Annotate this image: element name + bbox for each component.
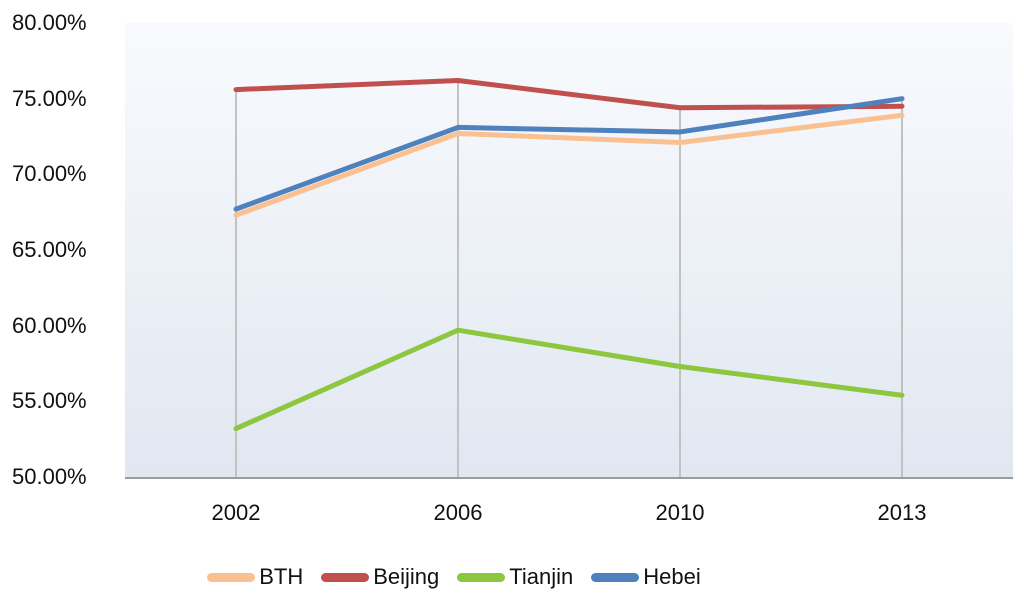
bth-line-swatch-icon: [207, 572, 256, 582]
x-tick-label: 2002: [211, 500, 261, 525]
x-tick-label: 2013: [877, 500, 927, 525]
tianjin-line-swatch-icon: [457, 572, 506, 582]
hebei-line-swatch-icon: [591, 572, 640, 582]
legend-label-beijing: Beijing: [373, 564, 440, 589]
y-tick-label: 60.00%: [12, 312, 87, 338]
legend: BTH Beijing Tianjin Hebei: [0, 558, 966, 596]
x-tick-label: 2006: [433, 500, 483, 525]
legend-item-beijing: Beijing: [321, 562, 439, 592]
legend-label-hebei: Hebei: [643, 564, 701, 589]
legend-label-bth: BTH: [259, 564, 304, 589]
y-tick-label: 55.00%: [12, 388, 87, 414]
legend-item-tianjin: Tianjin: [457, 562, 573, 592]
beijing-line-swatch-icon: [321, 572, 370, 582]
line-chart: [233, 78, 905, 477]
y-tick-label: 75.00%: [12, 85, 87, 111]
x-tick-label: 2010: [655, 500, 705, 525]
series-line-beijing: [233, 78, 905, 111]
series-line-hebei: [233, 96, 905, 212]
series-line-tianjin: [233, 327, 905, 432]
y-tick-label: 50.00%: [12, 464, 87, 489]
y-tick-label: 80.00%: [12, 10, 87, 35]
legend-label-tianjin: Tianjin: [509, 564, 574, 589]
legend-item-bth: BTH: [207, 562, 303, 592]
series-line-bth: [233, 112, 905, 218]
legend-item-hebei: Hebei: [591, 562, 701, 592]
y-tick-label: 65.00%: [12, 237, 87, 262]
y-tick-label: 70.00%: [12, 161, 87, 187]
plot-area: [125, 23, 1013, 479]
